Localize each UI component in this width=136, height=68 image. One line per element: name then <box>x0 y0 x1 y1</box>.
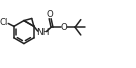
Text: Cl: Cl <box>0 18 8 27</box>
Text: O: O <box>61 23 67 32</box>
Text: NH: NH <box>36 28 49 37</box>
Text: O: O <box>47 10 54 19</box>
